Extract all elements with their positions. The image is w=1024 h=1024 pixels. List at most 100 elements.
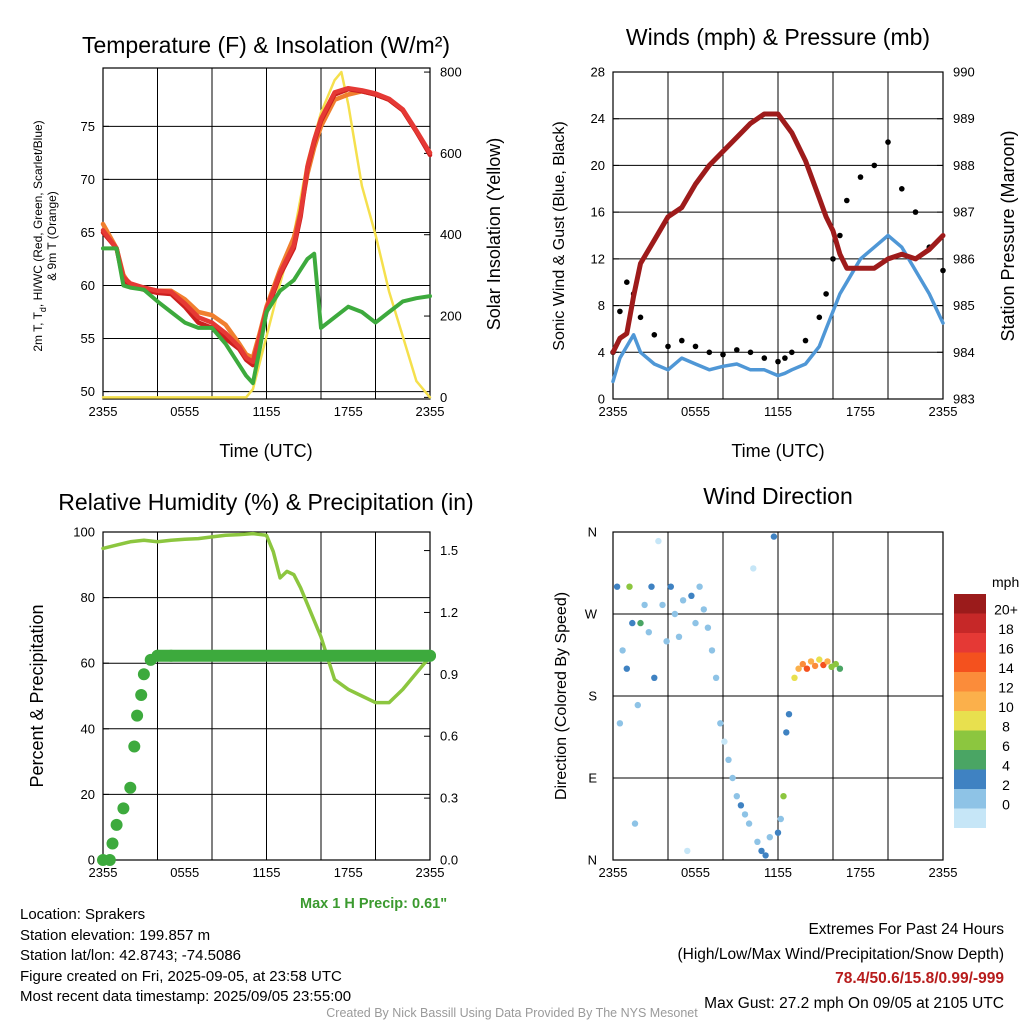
direction-point xyxy=(675,633,683,640)
direction-point xyxy=(807,658,815,665)
temp-xtick-label: 2355 xyxy=(89,404,118,419)
gust-point xyxy=(775,358,781,365)
direction-point xyxy=(816,656,823,663)
dir-ytick-label: E xyxy=(588,771,597,786)
rh-y2tick-label: 0.3 xyxy=(440,791,458,806)
direction-point xyxy=(712,674,720,681)
rh-ytick-label: 0 xyxy=(88,853,95,868)
direction-point xyxy=(725,756,732,763)
rh-frame xyxy=(102,531,431,861)
wind-ytick-label: 4 xyxy=(598,345,605,360)
wind-y2tick-label: 990 xyxy=(953,65,975,80)
dir-chart-title: Wind Direction xyxy=(703,483,853,509)
wind-xtick-label: 1755 xyxy=(846,404,875,419)
wind-ytick-label: 8 xyxy=(598,298,605,313)
direction-point xyxy=(623,665,630,672)
wind-speed-line xyxy=(611,233,945,384)
humidity-panel: 2355 0555 1155 1755 23550204060801000.00.30.… xyxy=(27,489,474,880)
direction-point xyxy=(811,662,819,670)
gust-point xyxy=(789,349,795,356)
created-text: Figure created on Fri, 2025-09-05, at 23… xyxy=(20,967,342,985)
rh-ytick-label: 40 xyxy=(81,721,95,736)
direction-point xyxy=(645,629,652,636)
direction-point xyxy=(745,820,753,827)
location-text: Location: Sprakers xyxy=(20,906,146,923)
gust-point xyxy=(782,355,788,361)
wind-chart-title: Winds (mph) & Pressure (mb) xyxy=(626,24,930,50)
wind-y2tick-label: 985 xyxy=(953,298,975,313)
direction-point xyxy=(770,533,778,540)
colorbar-label: 16 xyxy=(998,641,1014,657)
colorbar-swatch xyxy=(954,711,986,731)
direction-point xyxy=(679,597,687,604)
dir-xtick-label: 1755 xyxy=(846,865,875,880)
direction-point xyxy=(780,793,787,800)
direction-point xyxy=(741,811,749,818)
dir-ytick-label: N xyxy=(588,853,597,868)
direction-point xyxy=(629,619,636,627)
direction-point xyxy=(659,601,666,609)
wind-y-label: Sonic Wind & Gust (Blue, Black) xyxy=(551,121,568,350)
rh-y2tick-label: 0.0 xyxy=(440,853,458,868)
temp-xtick-label: 1755 xyxy=(334,404,363,419)
wind-y2tick-label: 983 xyxy=(953,392,975,407)
colorbar-swatch xyxy=(954,730,986,750)
direction-point xyxy=(619,647,626,654)
latlon-text: Station lat/lon: 42.8743; -74.5086 xyxy=(20,947,242,964)
temp-y-label-line2: & 9m T (Orange) xyxy=(45,191,59,281)
wind-ytick-label: 12 xyxy=(591,251,605,266)
gust-point xyxy=(651,332,658,338)
gust-point xyxy=(761,355,768,361)
direction-point xyxy=(737,802,745,809)
direction-point xyxy=(613,583,621,590)
direction-point xyxy=(648,583,655,590)
precip-point xyxy=(117,802,130,815)
precip-point xyxy=(110,818,123,831)
temp-y2tick-label: 200 xyxy=(440,309,462,324)
dir-ytick-label: N xyxy=(588,525,597,540)
rh-y2tick-label: 0.6 xyxy=(440,729,458,744)
extremes-box: Extremes For Past 24 Hours (High/Low/Max… xyxy=(678,918,1005,1016)
colorbar-label: 12 xyxy=(998,680,1014,696)
colorbar-label: 18 xyxy=(998,621,1014,637)
precip-point xyxy=(106,837,119,850)
wind-xtick-label: 0555 xyxy=(681,404,710,419)
rh-xtick-label: 1755 xyxy=(334,865,363,880)
temp-ytick-label: 50 xyxy=(81,384,95,399)
rh-chart-title: Relative Humidity (%) & Precipitation (i… xyxy=(58,489,473,515)
direction-point xyxy=(721,738,728,745)
colorbar-swatch xyxy=(954,808,986,828)
humidity-line xyxy=(101,531,432,705)
direction-point xyxy=(631,820,639,827)
rh-xtick-label: 1155 xyxy=(253,865,281,880)
direction-point xyxy=(754,838,761,845)
wind-xtick-label: 1155 xyxy=(764,404,792,419)
rh-xtick-label: 0555 xyxy=(170,865,199,880)
colorbar-label: 14 xyxy=(998,660,1014,676)
direction-point xyxy=(758,847,765,855)
wind-y2tick-label: 986 xyxy=(953,251,975,266)
direction-point xyxy=(688,592,695,599)
colorbar-swatch xyxy=(954,769,986,789)
direction-point xyxy=(824,658,831,665)
rh-y2tick-label: 0.9 xyxy=(440,667,458,682)
direction-point xyxy=(820,661,827,669)
gust-point xyxy=(871,162,878,169)
direction-point xyxy=(832,660,839,668)
gust-point xyxy=(885,139,891,145)
direction-point xyxy=(750,565,757,572)
temp-y-label-sub: d xyxy=(38,307,48,312)
direction-point xyxy=(795,665,802,672)
extremes-values: 78.4/50.6/15.8/0.99/-999 xyxy=(835,970,1004,987)
wind-xtick-label: 2355 xyxy=(599,404,628,419)
direction-point xyxy=(774,829,782,836)
wind-y2tick-label: 988 xyxy=(953,158,975,173)
colorbar-label: 10 xyxy=(998,699,1014,715)
precip-point xyxy=(131,709,144,722)
temp-y-label: 2m T, Td, HI/WC (Red, Green, Scarlet/Blu… xyxy=(31,120,59,351)
temp-ytick-label: 75 xyxy=(81,119,95,134)
direction-point xyxy=(667,583,674,590)
direction-point xyxy=(616,720,624,727)
gust-point xyxy=(617,308,623,315)
